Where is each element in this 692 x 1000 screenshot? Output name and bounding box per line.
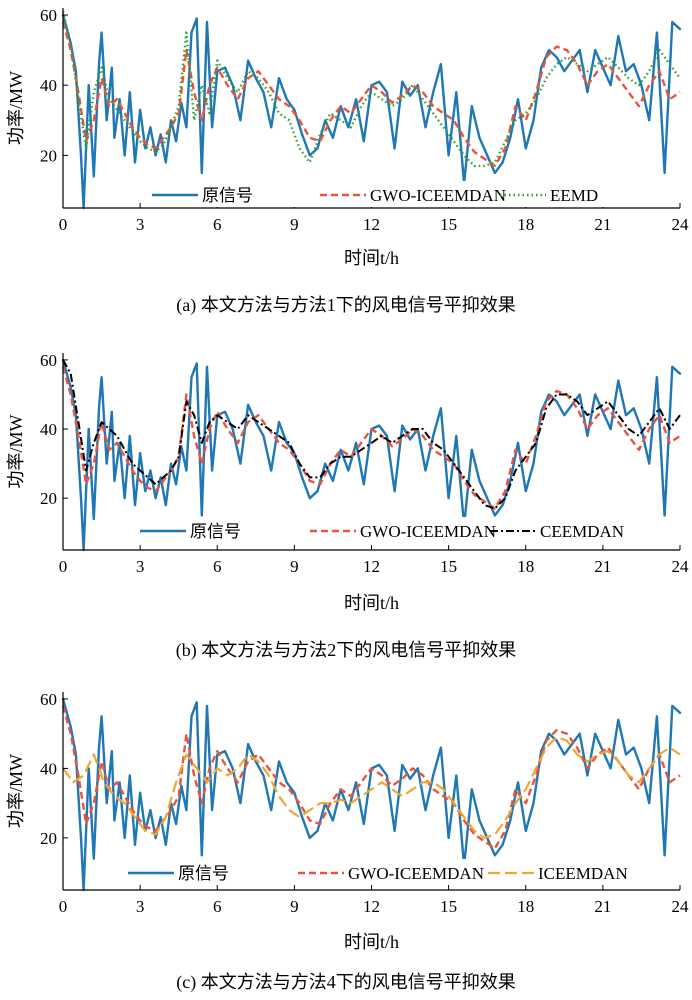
- x-axis-label: 时间t/h: [344, 248, 399, 268]
- y-tick-label: 60: [40, 6, 57, 25]
- y-tick-label: 60: [40, 690, 57, 709]
- x-tick-label: 24: [672, 215, 690, 234]
- series-line-1-1: [61, 366, 681, 510]
- y-axis-label: 功率/MW: [6, 754, 26, 828]
- x-tick-label: 0: [59, 215, 68, 234]
- x-tick-label: 3: [136, 557, 145, 576]
- chart-panel-0: 0 3 6 9 12 15 18 21 24 20 40 60 功率/MW 时间t/h 原信号 GWO-ICE…: [6, 6, 689, 316]
- x-tick-label: 24: [672, 557, 690, 576]
- legend-label: GWO-ICEEMDAN: [370, 186, 506, 205]
- y-tick-label: 40: [40, 759, 57, 778]
- legend-label: GWO-ICEEMDAN: [348, 864, 484, 883]
- legend-background: [148, 181, 678, 207]
- chart-caption: (a) 本文方法与方法1下的风电信号平抑效果: [176, 295, 515, 316]
- x-tick-label: 3: [136, 897, 145, 916]
- x-tick-label: 0: [59, 557, 68, 576]
- x-tick-label: 18: [517, 215, 534, 234]
- legend-background: [124, 859, 654, 885]
- x-axis-label: 时间t/h: [344, 593, 399, 613]
- series-line-2-0: [61, 697, 682, 892]
- series-line-2-1: [61, 705, 681, 850]
- series-line-1-0: [61, 358, 682, 552]
- x-tick-label: 21: [594, 215, 611, 234]
- y-tick-label: 20: [40, 146, 57, 165]
- chart-panel-1: 0 3 6 9 12 15 18 21 24 20 40 60 功率/MW 时间t/h 原信号 GWO-ICE…: [6, 351, 689, 661]
- x-axis-label: 时间t/h: [344, 932, 399, 952]
- legend-label: GWO-ICEEMDAN: [360, 522, 496, 541]
- y-tick-label: 40: [40, 420, 57, 439]
- x-tick-label: 18: [517, 557, 534, 576]
- y-tick-label: 40: [40, 76, 57, 95]
- x-tick-label: 12: [363, 897, 380, 916]
- x-tick-label: 3: [136, 215, 145, 234]
- x-tick-label: 15: [440, 215, 457, 234]
- y-axis-label: 功率/MW: [6, 414, 26, 488]
- x-tick-label: 6: [213, 897, 222, 916]
- x-tick-label: 12: [363, 215, 380, 234]
- x-tick-label: 21: [594, 897, 611, 916]
- chart-caption: (b) 本文方法与方法2下的风电信号平抑效果: [176, 640, 517, 661]
- x-tick-label: 9: [290, 215, 299, 234]
- y-tick-label: 20: [40, 489, 57, 508]
- y-tick-label: 60: [40, 351, 57, 370]
- series-line-0-0: [61, 13, 682, 210]
- x-tick-label: 0: [59, 897, 68, 916]
- x-tick-label: 15: [440, 557, 457, 576]
- y-axis-label: 功率/MW: [6, 71, 26, 145]
- x-tick-label: 9: [290, 557, 299, 576]
- x-tick-label: 21: [594, 557, 611, 576]
- legend-label: ICEEMDAN: [538, 864, 628, 883]
- x-tick-label: 6: [213, 557, 222, 576]
- series-line-0-2: [61, 11, 681, 168]
- legend-label: EEMD: [550, 186, 598, 205]
- series-line-0-1: [61, 21, 681, 168]
- legend-background: [136, 517, 666, 543]
- y-tick-label: 20: [40, 829, 57, 848]
- x-tick-label: 12: [363, 557, 380, 576]
- x-tick-label: 9: [290, 897, 299, 916]
- series-line-2-2: [62, 736, 681, 840]
- chart-panel-2: 0 3 6 9 12 15 18 21 24 20 40 60 功率/MW 时间t/h 原信号 GWO-ICE…: [6, 690, 689, 993]
- x-tick-label: 6: [213, 215, 222, 234]
- x-tick-label: 15: [440, 897, 457, 916]
- legend-label: 原信号: [190, 522, 241, 541]
- legend-label: 原信号: [202, 186, 253, 205]
- x-tick-label: 18: [517, 897, 534, 916]
- legend-label: CEEMDAN: [540, 522, 624, 541]
- chart-caption: (c) 本文方法与方法4下的风电信号平抑效果: [176, 972, 515, 993]
- series-line-1-2: [62, 359, 681, 510]
- legend-label: 原信号: [178, 864, 229, 883]
- x-tick-label: 24: [672, 897, 690, 916]
